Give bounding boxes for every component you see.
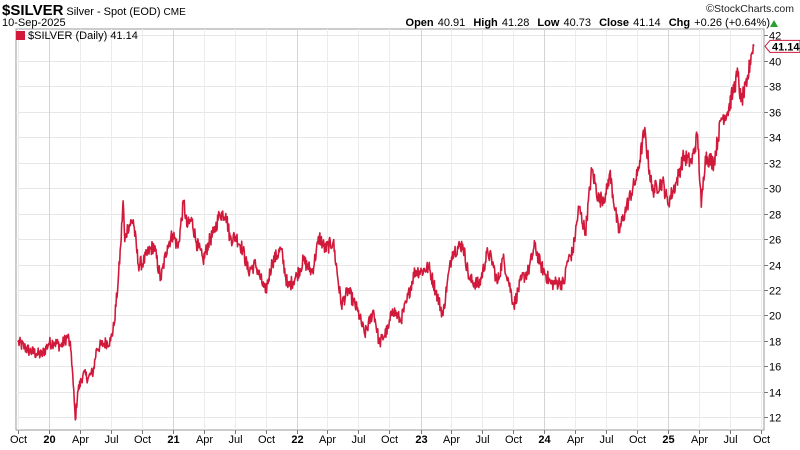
x-tick-label: Oct bbox=[629, 434, 646, 446]
x-tick-label: Oct bbox=[258, 434, 275, 446]
x-tick-label: Apr bbox=[319, 434, 336, 446]
high-value: 41.28 bbox=[501, 17, 530, 29]
y-tick-label: 22 bbox=[769, 286, 781, 298]
close-label: Close bbox=[599, 17, 630, 29]
x-tick-label: 21 bbox=[167, 434, 179, 446]
y-tick-label: 28 bbox=[769, 210, 781, 222]
x-tick-label: 24 bbox=[538, 434, 551, 446]
y-tick-label: 34 bbox=[769, 133, 781, 145]
y-tick-label: 26 bbox=[769, 235, 781, 247]
x-tick-label: Oct bbox=[753, 434, 770, 446]
low-value: 40.73 bbox=[563, 17, 592, 29]
ohlc-readout: Open 40.91 High 41.28 Low 40.73 Close 41… bbox=[401, 17, 770, 29]
close-value: 41.14 bbox=[633, 17, 661, 29]
y-tick-label: 38 bbox=[769, 82, 781, 94]
x-tick-label: Apr bbox=[691, 434, 708, 446]
x-tick-label: Jul bbox=[475, 434, 489, 446]
high-label: High bbox=[473, 17, 498, 29]
brand-name: StockCharts.com bbox=[714, 3, 794, 15]
y-tick-label: 12 bbox=[769, 413, 781, 425]
exchange-label: CME bbox=[163, 7, 186, 18]
x-tick-label: Jul bbox=[599, 434, 613, 446]
open-label: Open bbox=[405, 17, 434, 29]
y-tick-label: 24 bbox=[769, 261, 781, 273]
x-tick-label: 20 bbox=[43, 434, 55, 446]
price-line bbox=[17, 43, 755, 421]
symbol-title: $SILVER bbox=[2, 2, 64, 19]
x-tick-label: Jul bbox=[228, 434, 242, 446]
symbol-description: Silver - Spot (EOD) bbox=[66, 6, 161, 18]
last-value-label: 41.14 bbox=[772, 41, 800, 53]
x-tick-label: Oct bbox=[505, 434, 522, 446]
x-tick-label: Jul bbox=[351, 434, 365, 446]
brand-logo: ©StockCharts.com bbox=[705, 3, 794, 15]
chart-legend: $SILVER (Daily) 41.14 bbox=[16, 30, 138, 42]
chart-date: 10-Sep-2025 bbox=[2, 17, 66, 29]
open-value: 40.91 bbox=[437, 17, 466, 29]
chart-header: $SILVER Silver - Spot (EOD) CME 10-Sep-202… bbox=[0, 0, 800, 34]
title-line: $SILVER Silver - Spot (EOD) CME bbox=[2, 2, 186, 20]
x-tick-label: Apr bbox=[72, 434, 89, 446]
y-tick-label: 18 bbox=[769, 337, 781, 349]
chg-label: Chg bbox=[668, 17, 691, 29]
x-tick-label: Oct bbox=[134, 434, 151, 446]
x-tick-label: 25 bbox=[662, 434, 674, 446]
y-tick-label: 40 bbox=[769, 57, 781, 69]
x-tick-label: 23 bbox=[415, 434, 427, 446]
last-value-marker bbox=[764, 39, 800, 53]
legend-label: $SILVER (Daily) 41.14 bbox=[28, 30, 138, 42]
y-tick-label: 30 bbox=[769, 184, 781, 196]
x-tick-label: Jul bbox=[723, 434, 737, 446]
y-tick-label: 16 bbox=[769, 362, 781, 374]
x-tick-label: Apr bbox=[443, 434, 460, 446]
legend-swatch-icon bbox=[16, 31, 25, 40]
x-tick-label: Apr bbox=[567, 434, 584, 446]
chg-value: +0.26 (+0.64%) bbox=[694, 17, 770, 29]
x-tick-label: Jul bbox=[104, 434, 118, 446]
x-tick-label: Oct bbox=[381, 434, 398, 446]
low-label: Low bbox=[537, 17, 560, 29]
y-tick-label: 14 bbox=[769, 388, 781, 400]
y-tick-label: 42 bbox=[769, 31, 781, 43]
y-tick-label: 20 bbox=[769, 311, 781, 323]
y-tick-label: 36 bbox=[769, 108, 781, 120]
x-tick-label: Apr bbox=[196, 434, 213, 446]
x-tick-label: 22 bbox=[291, 434, 303, 446]
up-arrow-icon bbox=[770, 20, 778, 27]
y-tick-label: 32 bbox=[769, 159, 781, 171]
x-tick-label: Oct bbox=[10, 434, 27, 446]
